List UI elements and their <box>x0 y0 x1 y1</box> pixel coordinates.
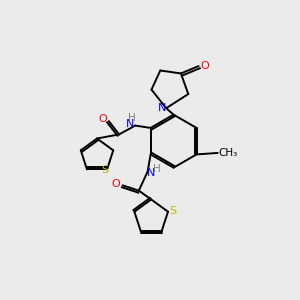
Text: N: N <box>158 103 166 112</box>
Text: H: H <box>128 113 136 123</box>
Text: H: H <box>153 164 161 174</box>
Text: CH₃: CH₃ <box>218 148 238 158</box>
Text: O: O <box>201 61 209 71</box>
Text: S: S <box>101 165 109 175</box>
Text: N: N <box>146 168 155 178</box>
Text: N: N <box>125 119 134 129</box>
Text: O: O <box>112 179 121 189</box>
Text: S: S <box>170 206 177 216</box>
Text: O: O <box>98 114 107 124</box>
